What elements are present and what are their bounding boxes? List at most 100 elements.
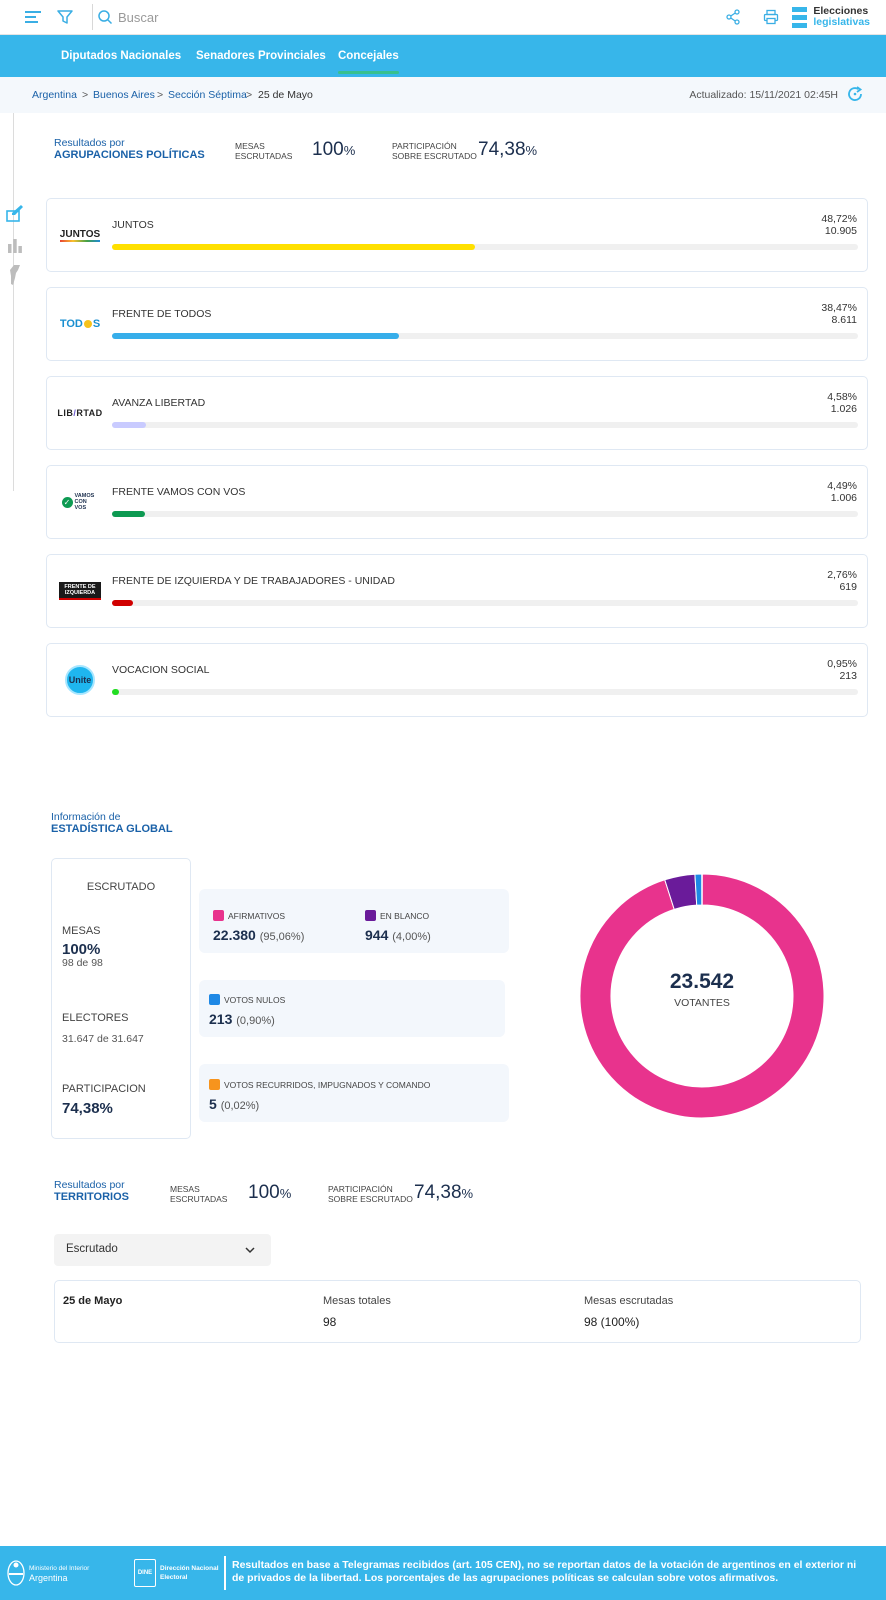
afirmativos-percent: (95,06%): [259, 931, 305, 943]
participacion-percent: 74,38%: [62, 1100, 113, 1117]
votantes-total: 23.542: [669, 970, 735, 993]
party-name: VOCACION SOCIAL: [112, 664, 210, 676]
refresh-icon[interactable]: [846, 85, 864, 103]
breadcrumb-current: 25 de Mayo: [258, 89, 313, 101]
party-card-vocacion-social[interactable]: Unite VOCACION SOCIAL 0,95% 213: [46, 643, 868, 717]
tab-senadores-provinciales[interactable]: Senadores Provinciales: [196, 50, 326, 62]
print-icon[interactable]: [760, 6, 782, 28]
ministry-line-1: Ministerio del Interior: [29, 1565, 90, 1572]
party-progress-bar: [112, 244, 476, 250]
party-card-frente-de-izquierda[interactable]: FRENTE DE IZQUIERDA FRENTE DE IZQUIERDA Y…: [46, 554, 868, 628]
party-result: 48,72% 10.905: [821, 213, 857, 237]
party-votes: 1.026: [830, 403, 857, 415]
search-divider: [92, 4, 93, 30]
vote-box-icon[interactable]: [6, 204, 24, 222]
section-title-big: TERRITORIOS: [54, 1191, 129, 1203]
party-progress-bar: [112, 689, 120, 695]
party-progress-track: [112, 333, 858, 339]
libertad-logo: LIB/RTAD: [57, 408, 103, 418]
mesas-escrutadas-value: 100%: [312, 139, 355, 161]
top-bar: Elecciones legislativas: [0, 0, 886, 35]
todos-logo: TOD S: [59, 318, 101, 330]
ministry-line-2: Argentina: [29, 1573, 68, 1583]
blanco-value: 944 (4,00%): [365, 927, 431, 943]
election-nav: Diputados Nacionales Senadores Provincia…: [0, 35, 886, 77]
breadcrumb-seccion-septima[interactable]: Sección Séptima: [168, 89, 247, 101]
filter-icon[interactable]: [54, 6, 76, 28]
territorios-mesas-label: MESAS ESCRUTADAS: [170, 1184, 227, 1204]
terr-part-label-line-2: SOBRE ESCRUTADO: [328, 1194, 413, 1204]
party-card-avanza-libertad[interactable]: LIB/RTAD AVANZA LIBERTAD 4,58% 1.026: [46, 376, 868, 450]
footer: Ministerio del Interior Argentina DINE D…: [0, 1546, 886, 1600]
party-progress-track: [112, 511, 858, 517]
party-result: 4,49% 1.006: [827, 480, 857, 504]
status-select-value: Escrutado: [66, 1243, 118, 1255]
updated-timestamp: Actualizado: 15/11/2021 02:45H: [689, 89, 838, 101]
blanco-label: EN BLANCO: [365, 910, 429, 921]
party-card-frente-de-todos[interactable]: TOD S FRENTE DE TODOS 38,47% 8.611: [46, 287, 868, 361]
territory-row[interactable]: 25 de Mayo Mesas totales 98 Mesas escrut…: [54, 1280, 861, 1343]
mesas-count: 98 de 98: [62, 957, 103, 969]
breadcrumb-argentina[interactable]: Argentina: [32, 89, 77, 101]
party-progress-bar: [112, 422, 147, 428]
territorios-participacion-value: 74,38%: [414, 1182, 473, 1204]
terr-mesas-value: 100: [248, 1182, 280, 1203]
mesas-escrutadas-label: MESAS ESCRUTADAS: [235, 141, 292, 161]
votantes-label: VOTANTES: [674, 997, 730, 1009]
party-name: FRENTE VAMOS CON VOS: [112, 486, 246, 498]
recurridos-number: 5: [209, 1096, 217, 1112]
party-result: 38,47% 8.611: [821, 302, 857, 326]
share-icon[interactable]: [722, 6, 744, 28]
mesas-totales-header: Mesas totales: [323, 1295, 391, 1307]
dine-badge: DINE: [134, 1559, 156, 1587]
nulos-label: VOTOS NULOS: [209, 994, 285, 1005]
territorios-mesas-value: 100%: [248, 1182, 291, 1204]
terr-mesas-label-line-2: ESCRUTADAS: [170, 1194, 228, 1204]
mesas-label-line-2: ESCRUTADAS: [235, 151, 293, 161]
mesas-value: 100: [312, 139, 344, 160]
blanco-label-text: EN BLANCO: [380, 910, 430, 921]
participacion-label: PARTICIPACION: [62, 1083, 146, 1095]
map-icon[interactable]: [6, 264, 24, 285]
blanco-swatch: [365, 910, 376, 921]
status-select[interactable]: Escrutado: [54, 1234, 271, 1266]
electores-count: 31.647 de 31.647: [62, 1033, 144, 1045]
afirmativos-number: 22.380: [213, 927, 256, 943]
terr-part-unit: %: [461, 1186, 474, 1201]
party-percent: 48,72%: [821, 213, 857, 225]
party-votes: 619: [839, 581, 857, 593]
brand-logo: Elecciones legislativas: [792, 6, 870, 28]
party-percent: 0,95%: [827, 658, 857, 670]
afirmativos-label-text: AFIRMATIVOS: [228, 910, 285, 921]
menu-icon[interactable]: [22, 6, 44, 28]
mesas-escrutadas-header: Mesas escrutadas: [584, 1295, 674, 1307]
breadcrumb-separator: >: [246, 89, 253, 101]
terr-mesas-label-line-1: MESAS: [170, 1184, 200, 1194]
section-title-big: ESTADÍSTICA GLOBAL: [51, 823, 173, 835]
tab-concejales[interactable]: Concejales: [338, 35, 399, 77]
party-card-juntos[interactable]: JUNTOS JUNTOS 48,72% 10.905: [46, 198, 868, 272]
terr-part-label-line-1: PARTICIPACIÓN: [328, 1184, 393, 1194]
donut-slice-afirmativos: [579, 873, 825, 1119]
part-unit: %: [525, 143, 538, 158]
argentina-shield-icon: [6, 1558, 26, 1588]
nulos-percent: (0,90%): [236, 1015, 275, 1027]
party-name: FRENTE DE IZQUIERDA Y DE TRABAJADORES - …: [112, 575, 395, 587]
unite-logo: Unite: [57, 664, 103, 696]
juntos-logo: JUNTOS: [57, 219, 103, 251]
escrutado-title: ESCRUTADO: [86, 881, 156, 893]
party-votes: 10.905: [824, 225, 857, 237]
sidebar-line: [13, 113, 14, 491]
bar-chart-icon[interactable]: [6, 236, 24, 254]
tab-diputados-nacionales[interactable]: Diputados Nacionales: [61, 50, 182, 62]
section-title-agrupaciones: Resultados por AGRUPACIONES POLÍTICAS: [54, 137, 205, 161]
votes-afirmativos-blanco-box: AFIRMATIVOS 22.380 (95,06%) EN BLANCO 94…: [199, 889, 509, 953]
afirmativos-value: 22.380 (95,06%): [213, 927, 304, 943]
votes-recurridos-box: VOTOS RECURRIDOS, IMPUGNADOS Y COMANDO 5…: [199, 1064, 509, 1122]
party-card-frente-vamos-con-vos[interactable]: ✓ VAMOS CON VOS FRENTE VAMOS CON VOS 4,4…: [46, 465, 868, 539]
terr-part-value: 74,38: [414, 1182, 462, 1203]
breadcrumb-buenos-aires[interactable]: Buenos Aires: [93, 89, 155, 101]
search-input[interactable]: [118, 6, 418, 28]
blanco-number: 944: [365, 927, 389, 943]
recurridos-value: 5 (0,02%): [209, 1096, 259, 1112]
